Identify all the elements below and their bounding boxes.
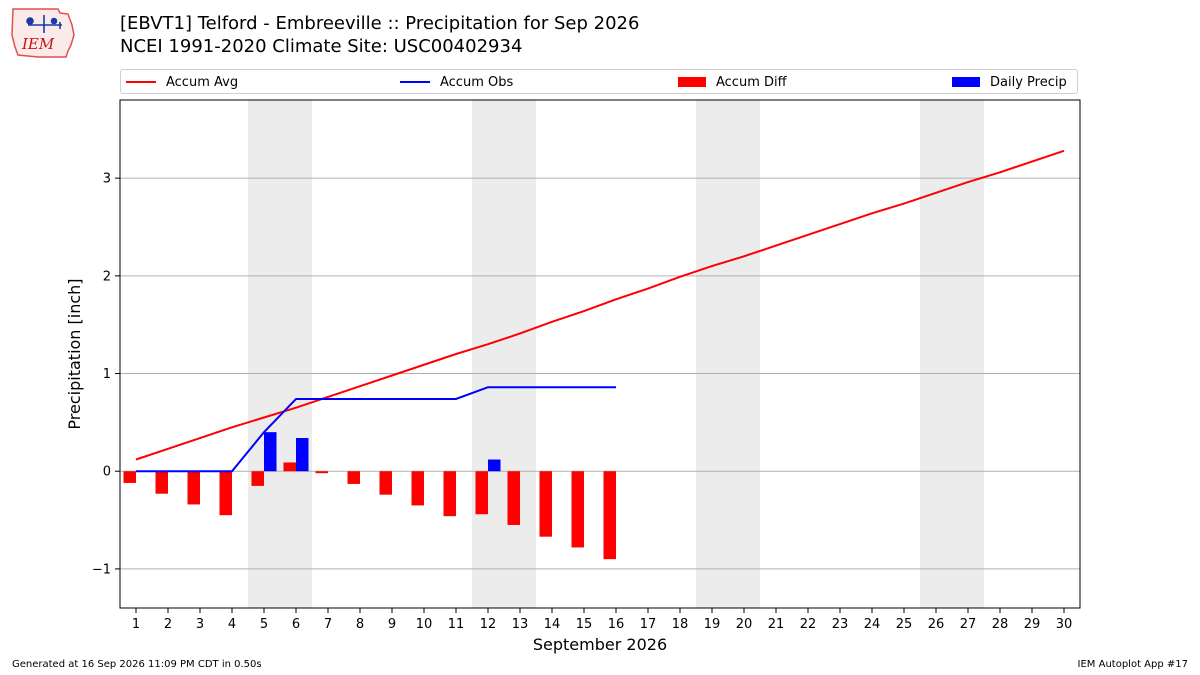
chart-title: [EBVT1] Telford - Embreeville :: Precipi…	[120, 12, 639, 58]
x-tick-label-16: 16	[608, 617, 625, 632]
title-line-1: [EBVT1] Telford - Embreeville :: Precipi…	[120, 13, 640, 34]
accum-obs-line	[136, 386, 616, 473]
y-tick-label-4: 3	[103, 172, 111, 187]
x-tick-label-11: 11	[448, 617, 465, 632]
x-tick-label-13: 13	[512, 617, 529, 632]
accum-diff-bar-day-1	[123, 471, 136, 483]
legend-daily-precip: Daily Precip	[952, 74, 1067, 90]
accum-diff-bar-day-9	[379, 471, 392, 495]
accum-diff-bar-day-7	[315, 471, 328, 474]
x-tick-label-28: 28	[992, 617, 1009, 632]
x-tick-label-19: 19	[704, 617, 721, 632]
accum-diff-bar-day-16	[603, 471, 616, 560]
daily-precip-bar-day-12	[488, 459, 501, 472]
accum-diff-bar-day-10	[411, 471, 424, 506]
accum-diff-bar-day-4	[219, 471, 232, 516]
x-tick-label-23: 23	[832, 617, 849, 632]
accum-diff-bar-day-14	[539, 471, 552, 537]
daily-precip-bar-day-6	[296, 438, 309, 472]
x-tick-label-14: 14	[544, 617, 561, 632]
axes-frame	[119, 99, 1081, 609]
accum-diff-bar-day-15	[571, 471, 584, 548]
x-tick-label-7: 7	[324, 617, 332, 632]
accum-avg-line	[135, 149, 1065, 461]
x-tick-label-20: 20	[736, 617, 753, 632]
x-tick-label-12: 12	[480, 617, 497, 632]
x-tick-label-15: 15	[576, 617, 593, 632]
x-tick-label-29: 29	[1024, 617, 1041, 632]
legend-accum-avg: Accum Avg	[126, 74, 238, 90]
legend-accum-avg-swatch	[126, 81, 156, 83]
y-tick-label-0: −1	[92, 562, 111, 577]
x-tick-label-1: 1	[132, 617, 140, 632]
accum-diff-bar-day-13	[507, 471, 520, 525]
y-tick-label-2: 1	[103, 367, 111, 382]
x-tick-label-26: 26	[928, 617, 945, 632]
x-tick-label-22: 22	[800, 617, 817, 632]
legend-accum-diff-label: Accum Diff	[716, 74, 787, 90]
x-tick-label-25: 25	[896, 617, 913, 632]
x-tick-label-10: 10	[416, 617, 433, 632]
x-tick-label-5: 5	[260, 617, 268, 632]
accum-diff-bar-day-3	[187, 471, 200, 505]
y-axis-label: Precipitation [inch]	[65, 278, 84, 429]
weekend-shade-3	[920, 100, 984, 608]
accum-diff-bar-day-11	[443, 471, 456, 517]
x-tick-label-18: 18	[672, 617, 689, 632]
weekend-shade-0	[248, 100, 312, 608]
x-tick-label-9: 9	[388, 617, 396, 632]
x-tick-label-4: 4	[228, 617, 236, 632]
legend-accum-diff-swatch	[678, 77, 706, 87]
iem-logo: IEM	[11, 8, 75, 58]
x-axis-label: September 2026	[533, 635, 667, 654]
legend-accum-obs-label: Accum Obs	[440, 74, 514, 90]
accum-diff-bar-day-12	[475, 471, 488, 515]
daily-precip-bar-day-5	[264, 432, 277, 472]
weekend-shade-1	[472, 100, 536, 608]
accum-diff-bar-day-2	[155, 471, 168, 494]
y-tick-label-3: 2	[103, 269, 111, 284]
legend-accum-avg-label: Accum Avg	[166, 74, 239, 90]
x-tick-label-6: 6	[292, 617, 300, 632]
x-tick-label-24: 24	[864, 617, 881, 632]
legend: Accum Avg Accum Obs Accum Diff Daily Pre…	[120, 69, 1078, 94]
legend-accum-diff: Accum Diff	[678, 74, 787, 90]
logo-text: IEM	[21, 35, 55, 53]
legend-daily-precip-swatch	[952, 77, 980, 87]
x-tick-label-27: 27	[960, 617, 977, 632]
legend-accum-obs: Accum Obs	[400, 74, 513, 90]
title-line-2: NCEI 1991-2020 Climate Site: USC00402934	[120, 36, 523, 57]
legend-accum-obs-swatch	[400, 81, 430, 83]
x-tick-label-17: 17	[640, 617, 657, 632]
x-tick-label-30: 30	[1056, 617, 1073, 632]
x-tick-label-2: 2	[164, 617, 172, 632]
footer-generated: Generated at 16 Sep 2026 11:09 PM CDT in…	[12, 659, 262, 670]
footer-app: IEM Autoplot App #17	[1077, 659, 1188, 670]
x-tick-label-3: 3	[196, 617, 204, 632]
weekend-shade-2	[696, 100, 760, 608]
accum-diff-bar-day-8	[347, 471, 360, 484]
x-tick-label-21: 21	[768, 617, 785, 632]
legend-daily-precip-label: Daily Precip	[990, 74, 1067, 90]
accum-diff-bar-day-5	[251, 471, 264, 486]
x-tick-label-8: 8	[356, 617, 364, 632]
accum-diff-bar-day-6	[283, 462, 296, 472]
y-tick-label-1: 0	[103, 465, 111, 480]
